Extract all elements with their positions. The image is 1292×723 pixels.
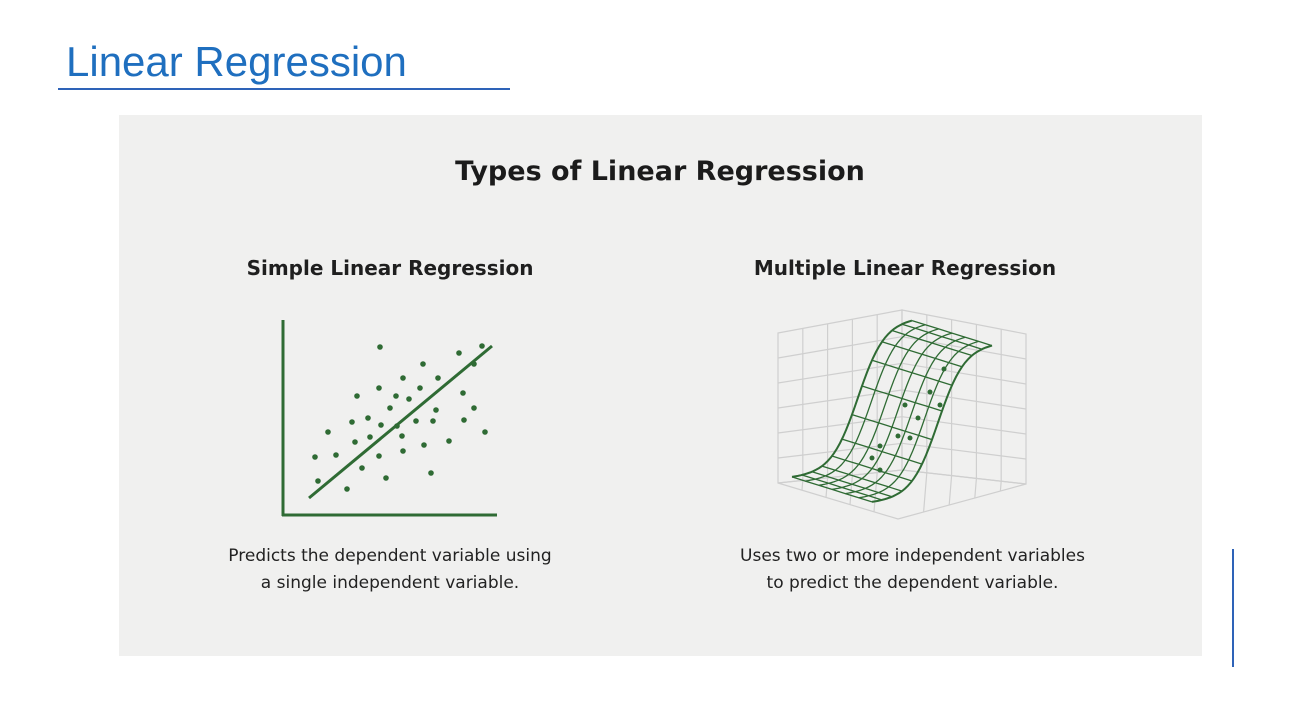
scatter-point	[428, 470, 434, 476]
scatter-point	[400, 448, 406, 454]
scatter-point	[394, 423, 400, 429]
scatter-point	[377, 344, 383, 350]
title-underline	[58, 88, 510, 90]
side-rule	[1232, 549, 1234, 667]
scatter-axes	[281, 320, 497, 517]
scatter-point	[344, 486, 350, 492]
scatter-point	[352, 439, 358, 445]
scatter-point	[421, 442, 427, 448]
scatter-point	[325, 429, 331, 435]
scatter-point	[446, 438, 452, 444]
scatter-point	[400, 375, 406, 381]
scatter-point	[456, 350, 462, 356]
regression-surface	[791, 319, 993, 503]
surface-point	[937, 402, 943, 408]
scatter-point	[482, 429, 488, 435]
surface-point	[869, 455, 875, 461]
scatter-point	[376, 385, 382, 391]
surface-point	[941, 366, 947, 372]
simple-regression-caption: Predicts the dependent variable using a …	[190, 543, 590, 597]
scatter-point	[359, 465, 365, 471]
scatter-point	[430, 418, 436, 424]
diagram-panel	[119, 115, 1202, 656]
scatter-point	[413, 418, 419, 424]
scatter-point	[461, 417, 467, 423]
surface-points	[869, 366, 947, 473]
surface-point	[902, 402, 908, 408]
scatter-point	[471, 405, 477, 411]
scatter-point	[383, 475, 389, 481]
simple-regression-title: Simple Linear Regression	[246, 256, 534, 280]
scatter-point	[349, 419, 355, 425]
scatter-point	[354, 393, 360, 399]
scatter-point	[435, 375, 441, 381]
scatter-point	[406, 396, 412, 402]
scatter-point	[420, 361, 426, 367]
diagram-title: Types of Linear Regression	[455, 156, 865, 187]
surface-point	[877, 467, 883, 473]
scatter-point	[333, 452, 339, 458]
simple-caption-line-2: a single independent variable.	[260, 573, 520, 593]
scatter-point	[315, 478, 321, 484]
scatter-points	[312, 343, 488, 492]
scatter-point	[387, 405, 393, 411]
scatter-point	[312, 454, 318, 460]
scatter-point	[367, 434, 373, 440]
grid-box	[777, 309, 1027, 520]
surface-point	[895, 433, 901, 439]
multiple-regression-title: Multiple Linear Regression	[753, 256, 1057, 280]
scatter-point	[471, 361, 477, 367]
surface-point	[927, 389, 933, 395]
scatter-point	[393, 393, 399, 399]
scatter-point	[460, 390, 466, 396]
scatter-point	[417, 385, 423, 391]
regression-line	[308, 344, 493, 500]
simple-regression-scatter-plot	[281, 320, 497, 517]
scatter-point	[378, 422, 384, 428]
scatter-point	[479, 343, 485, 349]
scatter-point	[365, 415, 371, 421]
scatter-point	[399, 433, 405, 439]
slide-title: Linear Regression	[66, 38, 407, 85]
multiple-regression-caption: Uses two or more independent variables t…	[700, 543, 1125, 597]
simple-caption-line-1: Predicts the dependent variable using	[228, 546, 552, 566]
scatter-point	[433, 407, 439, 413]
surface-point	[915, 415, 921, 421]
scatter-point	[376, 453, 382, 459]
surface-point	[907, 435, 913, 441]
surface-point	[877, 443, 883, 449]
multiple-regression-surface-plot	[777, 309, 1027, 520]
multiple-caption-line-1: Uses two or more independent variables	[740, 546, 1085, 566]
multiple-caption-line-2: to predict the dependent variable.	[766, 573, 1059, 593]
